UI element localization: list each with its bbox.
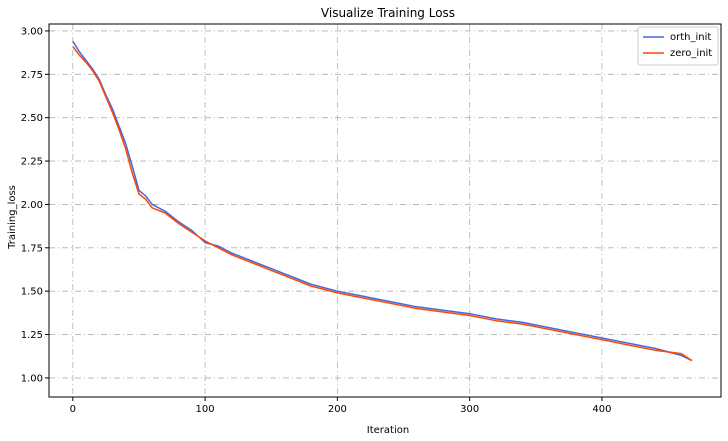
x-tick-label: 200 [328, 404, 347, 415]
y-tick-label: 2.00 [21, 200, 43, 211]
legend-label-orth-init: orth_init [670, 32, 711, 43]
x-tick-label: 100 [196, 404, 215, 415]
grid-lines [49, 24, 721, 397]
x-tick-label: 0 [70, 404, 76, 415]
y-tick-label: 1.00 [21, 373, 43, 384]
x-tick-label: 400 [592, 404, 611, 415]
y-tick-label: 1.75 [21, 243, 43, 254]
plot-area-frame [48, 23, 722, 398]
chart-title: Visualize Training Loss [321, 6, 455, 20]
y-tick-label: 2.25 [21, 157, 43, 168]
legend: orth_init zero_init [637, 26, 719, 66]
x-axis-title: Iteration [367, 425, 409, 436]
y-tick-label: 1.25 [21, 330, 43, 341]
legend-label-zero-init: zero_init [670, 48, 712, 59]
y-tick-label: 3.00 [21, 26, 43, 37]
series-line-zero-init [72, 46, 693, 362]
y-tick-label: 1.50 [21, 287, 43, 298]
x-tick-label: 300 [460, 404, 479, 415]
y-axis-ticks: 1.00 1.25 1.50 1.75 2.00 2.25 2.50 2.75 3.00 [21, 26, 49, 384]
series-line-orth-init [72, 40, 693, 362]
y-axis-title: Training_loss [7, 185, 18, 250]
y-tick-label: 2.50 [21, 113, 43, 124]
series-lines [72, 40, 693, 362]
x-axis-ticks: 0 100 200 300 400 [70, 397, 611, 415]
y-tick-label: 2.75 [21, 70, 43, 81]
